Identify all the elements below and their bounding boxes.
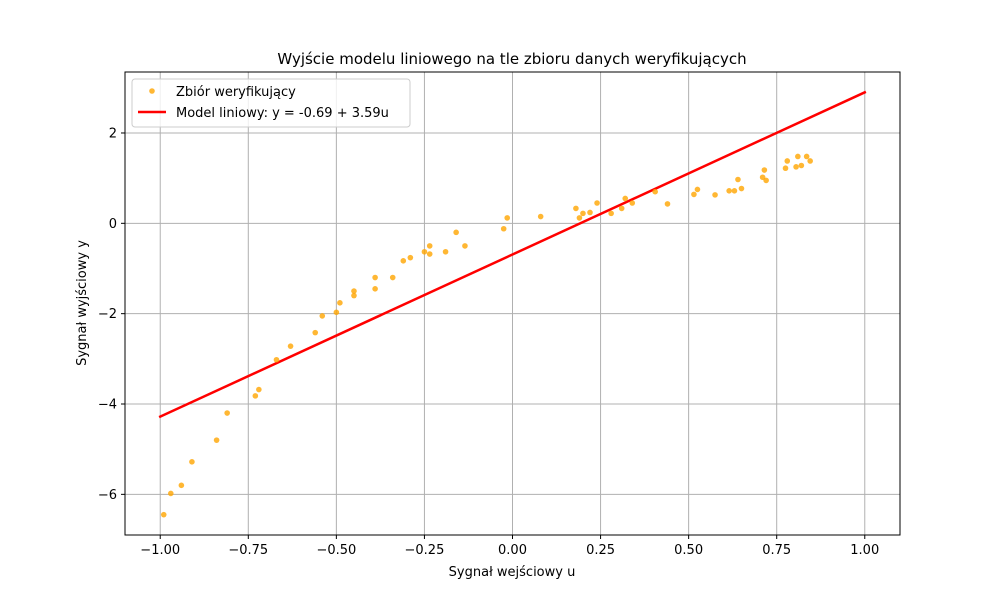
scatter-point — [629, 200, 636, 206]
y-tick-label: 2 — [109, 126, 117, 141]
legend-scatter-marker — [149, 88, 155, 94]
scatter-point — [319, 313, 326, 319]
scatter-point — [167, 490, 174, 497]
scatter-point — [224, 410, 230, 416]
x-tick-label: 1.00 — [850, 543, 879, 558]
scatter-point — [761, 167, 768, 173]
scatter-point — [256, 386, 262, 393]
scatter-point — [287, 343, 294, 349]
scatter-point — [782, 165, 789, 172]
scatter-point — [580, 210, 586, 217]
scatter-point — [351, 292, 357, 299]
scatter-point — [576, 215, 583, 221]
x-tick-label: −0.75 — [228, 543, 268, 558]
scatter-point — [587, 209, 593, 216]
y-tick-label: 0 — [109, 217, 117, 232]
scatter-point — [622, 195, 629, 202]
x-tick-label: −1.00 — [140, 543, 180, 558]
plot-area — [124, 71, 901, 536]
scatter-point — [784, 158, 791, 164]
scatter-point — [189, 459, 195, 465]
scatter-point — [426, 251, 433, 257]
scatter-point — [803, 153, 810, 160]
scatter-point — [652, 188, 658, 195]
scatter-point — [351, 288, 357, 294]
scatter-point — [337, 300, 343, 306]
scatter-point — [407, 254, 414, 261]
scatter-point — [694, 186, 701, 193]
model-line — [158, 90, 867, 419]
x-tick-label: 0.50 — [674, 543, 703, 558]
scatter-point — [712, 192, 718, 198]
legend-label-line: Model liniowy: y = -0.69 + 3.59u — [176, 106, 389, 121]
scatter-point — [504, 215, 511, 221]
scatter-point — [333, 309, 340, 316]
y-tick-label: −4 — [98, 398, 117, 413]
scatter-point — [798, 162, 805, 169]
scatter-point — [426, 243, 433, 249]
scatter-point — [178, 482, 185, 489]
chart-title: Wyjście modelu liniowego na tle zbioru d… — [277, 50, 746, 68]
scatter-point — [573, 205, 579, 212]
x-tick-label: −0.50 — [316, 543, 356, 558]
y-tick-label: −6 — [98, 488, 117, 503]
scatter-point — [664, 201, 671, 207]
scatter-point — [400, 258, 407, 264]
scatter-point — [537, 213, 544, 220]
scatter-point — [735, 176, 741, 183]
y-axis-ticks: −6 −4 −2 0 2 — [98, 126, 125, 503]
scatter-point — [500, 225, 507, 232]
x-tick-label: −0.25 — [405, 543, 445, 558]
x-axis-label: Sygnał wejściowy u — [449, 565, 576, 580]
scatter-point — [726, 187, 732, 194]
legend-label-scatter: Zbiór weryfikujący — [176, 85, 296, 100]
scatter-point — [453, 229, 459, 236]
legend: Zbiór weryfikujący Model liniowy: y = -0… — [131, 78, 411, 128]
scatter-point — [389, 274, 396, 281]
scatter-point — [372, 286, 378, 292]
legend-box — [131, 78, 411, 128]
scatter-point — [738, 185, 745, 192]
y-tick-label: −2 — [98, 307, 117, 322]
x-tick-label: 0.25 — [586, 543, 615, 558]
scatter-point — [213, 437, 220, 443]
scatter-point — [608, 210, 614, 217]
scatter-point — [793, 164, 799, 170]
scatter-point — [160, 511, 167, 518]
grid-lines — [125, 72, 900, 535]
scatter-point — [252, 393, 259, 399]
scatter-point — [691, 191, 697, 198]
scatter-point — [372, 274, 378, 281]
scatter-point — [462, 243, 468, 249]
scatter-point — [421, 248, 428, 255]
x-tick-label: 0.75 — [762, 543, 791, 558]
scatter-point — [594, 200, 600, 206]
scatter-points-layer — [160, 153, 813, 518]
scatter-point — [312, 329, 319, 336]
scatter-point — [618, 205, 625, 212]
model-line-layer — [158, 90, 867, 419]
y-axis-label: Sygnał wyjściowy y — [75, 240, 90, 366]
x-tick-label: 0.00 — [498, 543, 527, 558]
scatter-point — [273, 356, 280, 363]
scatter-point — [763, 177, 769, 184]
scatter-point — [795, 153, 801, 160]
scatter-point — [731, 187, 738, 194]
scatter-point — [442, 248, 449, 255]
scatter-point — [807, 158, 813, 164]
x-axis-ticks: −1.00 −0.75 −0.50 −0.25 0.00 0.25 0.50 0.75 1.00 — [140, 535, 879, 558]
